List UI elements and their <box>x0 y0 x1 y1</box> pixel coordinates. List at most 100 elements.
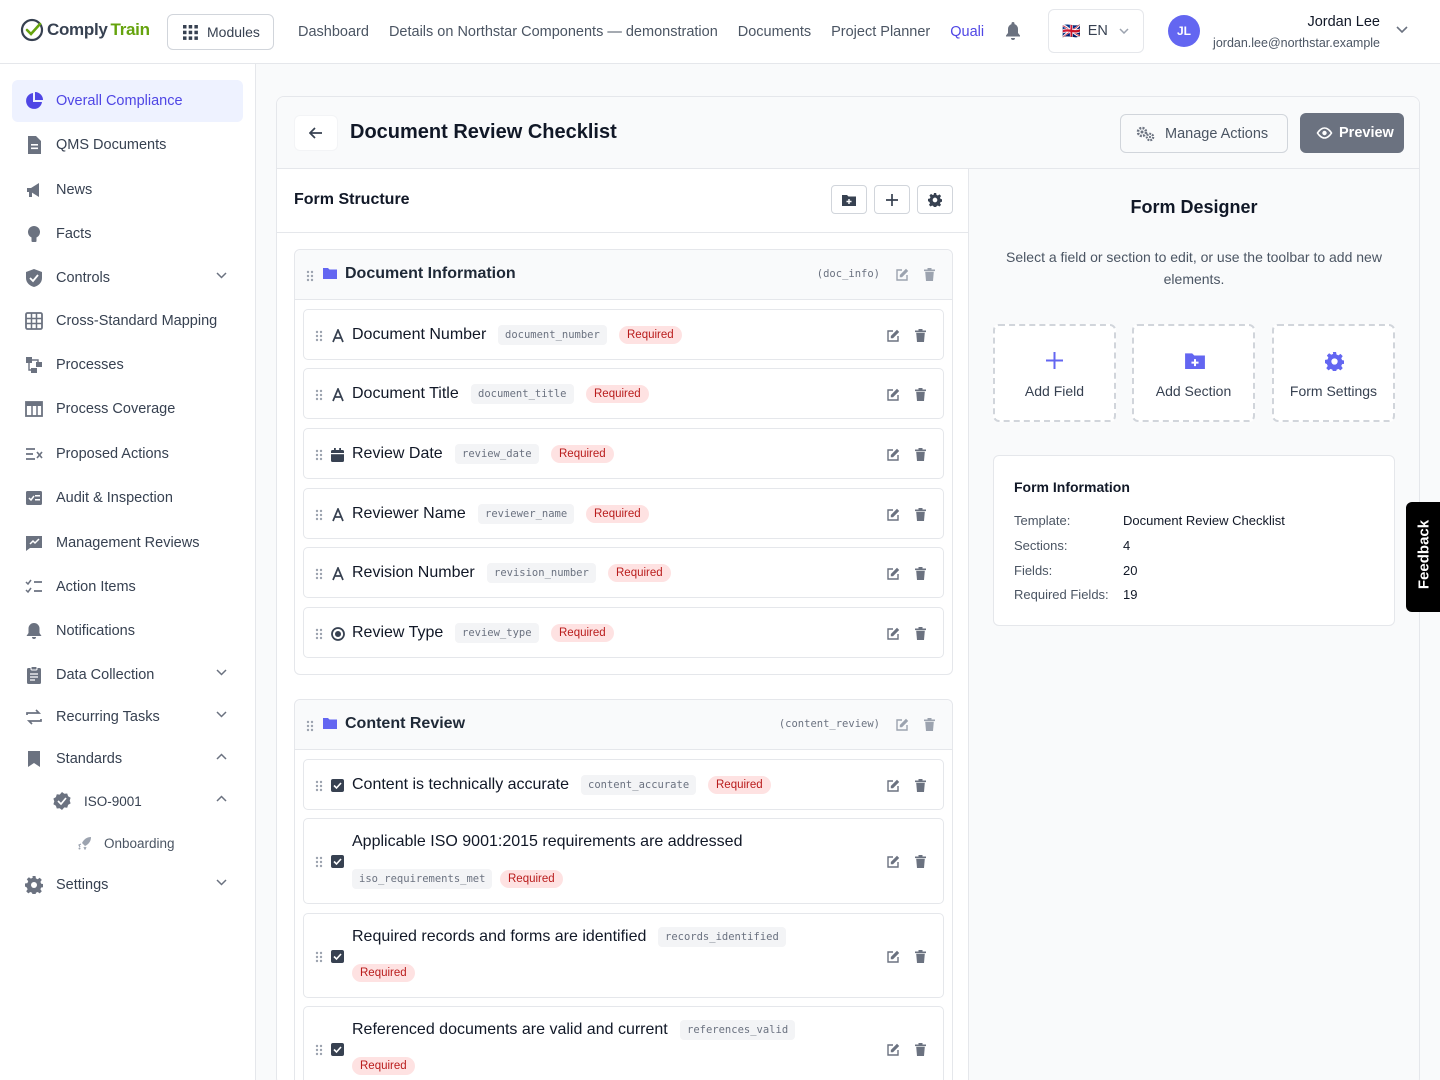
trash-icon[interactable] <box>915 388 926 401</box>
edit-icon[interactable] <box>887 1043 900 1056</box>
add-field-card[interactable]: Add Field <box>993 324 1116 422</box>
language-selector[interactable]: 🇬🇧 EN <box>1048 9 1144 53</box>
field-key: document_number <box>498 325 607 345</box>
edit-icon[interactable] <box>887 855 900 868</box>
form-settings-toolbar-button[interactable] <box>917 185 953 214</box>
form-field-row[interactable]: Document Title document_title Required <box>303 368 944 419</box>
sidebar-item-cross-standard-mapping[interactable]: Cross-Standard Mapping <box>12 300 243 342</box>
drag-handle-icon[interactable] <box>315 568 323 580</box>
chevron-up-icon[interactable] <box>216 795 227 802</box>
form-field-row[interactable]: Applicable ISO 9001:2015 requirements ar… <box>303 818 944 904</box>
sidebar-item-news[interactable]: News <box>12 169 243 211</box>
user-name[interactable]: Jordan Lee <box>1307 14 1380 30</box>
trash-icon[interactable] <box>924 268 935 281</box>
section-document-information[interactable]: Document Information (doc_info) Document… <box>294 249 953 675</box>
add-field-toolbar-button[interactable] <box>874 185 910 214</box>
back-button[interactable] <box>294 115 338 151</box>
form-settings-card[interactable]: Form Settings <box>1272 324 1395 422</box>
sidebar-item-notifications[interactable]: Notifications <box>12 610 243 652</box>
user-menu-chevron-icon[interactable] <box>1396 26 1408 33</box>
section-header[interactable]: Content Review (content_review) <box>295 700 952 750</box>
sidebar-item-action-items[interactable]: Action Items <box>12 566 243 608</box>
edit-icon[interactable] <box>887 388 900 401</box>
edit-icon[interactable] <box>887 508 900 521</box>
section-content-review[interactable]: Content Review (content_review) Content … <box>294 699 953 1080</box>
form-field-row[interactable]: Revision Number revision_number Required <box>303 547 944 598</box>
edit-icon[interactable] <box>887 567 900 580</box>
nav-project-planner[interactable]: Project Planner <box>831 24 931 40</box>
chevron-down-icon[interactable] <box>216 711 227 718</box>
sidebar-item-settings[interactable]: Settings <box>12 864 243 906</box>
form-field-row[interactable]: Required records and forms are identifie… <box>303 913 944 998</box>
nav-quality[interactable]: Quali <box>950 24 985 40</box>
nav-project-details[interactable]: Details on Northstar Components — demons… <box>388 24 718 40</box>
drag-handle-icon[interactable] <box>315 951 323 963</box>
trash-icon[interactable] <box>915 779 926 792</box>
form-field-row[interactable]: Reviewer Name reviewer_name Required <box>303 488 944 539</box>
trash-icon[interactable] <box>915 1043 926 1056</box>
drag-handle-icon[interactable] <box>315 780 323 792</box>
notifications-bell-icon[interactable] <box>1005 22 1021 40</box>
sidebar-item-facts[interactable]: Facts <box>12 213 243 255</box>
drag-handle-icon[interactable] <box>315 1044 323 1056</box>
add-section-card[interactable]: Add Section <box>1132 324 1255 422</box>
sidebar-item-proposed-actions[interactable]: Proposed Actions <box>12 433 243 475</box>
nav-documents[interactable]: Documents <box>737 24 812 40</box>
edit-icon[interactable] <box>887 950 900 963</box>
trash-icon[interactable] <box>924 718 935 731</box>
edit-icon[interactable] <box>896 718 909 731</box>
form-field-row[interactable]: Document Number document_number Required <box>303 309 944 360</box>
trash-icon[interactable] <box>915 329 926 342</box>
trash-icon[interactable] <box>915 627 926 640</box>
edit-icon[interactable] <box>887 779 900 792</box>
drag-handle-icon[interactable] <box>306 720 314 732</box>
form-field-row[interactable]: Referenced documents are valid and curre… <box>303 1006 944 1080</box>
chevron-down-icon[interactable] <box>216 879 227 886</box>
drag-handle-icon[interactable] <box>315 330 323 342</box>
trash-icon[interactable] <box>915 855 926 868</box>
form-field-row[interactable]: Review Date review_date Required <box>303 428 944 479</box>
sidebar-item-management-reviews[interactable]: Management Reviews <box>12 522 243 564</box>
form-field-row[interactable]: Content is technically accurate content_a… <box>303 759 944 810</box>
avatar[interactable]: JL <box>1168 15 1200 47</box>
sidebar-item-audit-inspection[interactable]: Audit & Inspection <box>12 477 243 519</box>
field-key: iso_requirements_met <box>352 869 493 889</box>
sidebar-item-recurring-tasks[interactable]: Recurring Tasks <box>12 696 243 738</box>
preview-button[interactable]: Preview <box>1300 113 1404 153</box>
drag-handle-icon[interactable] <box>315 856 323 868</box>
add-section-toolbar-button[interactable] <box>831 185 867 214</box>
drag-handle-icon[interactable] <box>315 509 323 521</box>
drag-handle-icon[interactable] <box>315 389 323 401</box>
sidebar-item-controls[interactable]: Controls <box>12 257 243 299</box>
checkbox-icon <box>331 779 345 793</box>
sidebar-item-iso-9001[interactable]: ISO-9001 <box>12 780 243 822</box>
edit-icon[interactable] <box>887 627 900 640</box>
sidebar-item-process-coverage[interactable]: Process Coverage <box>12 388 243 430</box>
sidebar-item-overall-compliance[interactable]: Overall Compliance <box>12 80 243 122</box>
section-header[interactable]: Document Information (doc_info) <box>295 250 952 300</box>
edit-icon[interactable] <box>896 268 909 281</box>
trash-icon[interactable] <box>915 950 926 963</box>
drag-handle-icon[interactable] <box>315 628 323 640</box>
trash-icon[interactable] <box>915 448 926 461</box>
drag-handle-icon[interactable] <box>315 449 323 461</box>
drag-handle-icon[interactable] <box>306 270 314 282</box>
nav-dashboard[interactable]: Dashboard <box>298 24 369 40</box>
trash-icon[interactable] <box>915 508 926 521</box>
app-logo[interactable]: Comply Train <box>20 18 150 42</box>
sidebar-item-onboarding[interactable]: Onboarding <box>12 822 243 864</box>
sidebar-item-qms-documents[interactable]: QMS Documents <box>12 124 243 166</box>
manage-actions-button[interactable]: Manage Actions <box>1120 114 1288 153</box>
chevron-up-icon[interactable] <box>216 753 227 760</box>
feedback-tab[interactable]: Feedback <box>1406 502 1440 612</box>
sidebar-item-data-collection[interactable]: Data Collection <box>12 654 243 696</box>
modules-button[interactable]: Modules <box>167 14 274 50</box>
trash-icon[interactable] <box>915 567 926 580</box>
chevron-down-icon[interactable] <box>216 272 227 279</box>
edit-icon[interactable] <box>887 448 900 461</box>
chevron-down-icon[interactable] <box>216 669 227 676</box>
sidebar-item-standards[interactable]: Standards <box>12 738 243 780</box>
form-field-row[interactable]: Review Type review_type Required <box>303 607 944 658</box>
sidebar-item-processes[interactable]: Processes <box>12 344 243 386</box>
edit-icon[interactable] <box>887 329 900 342</box>
